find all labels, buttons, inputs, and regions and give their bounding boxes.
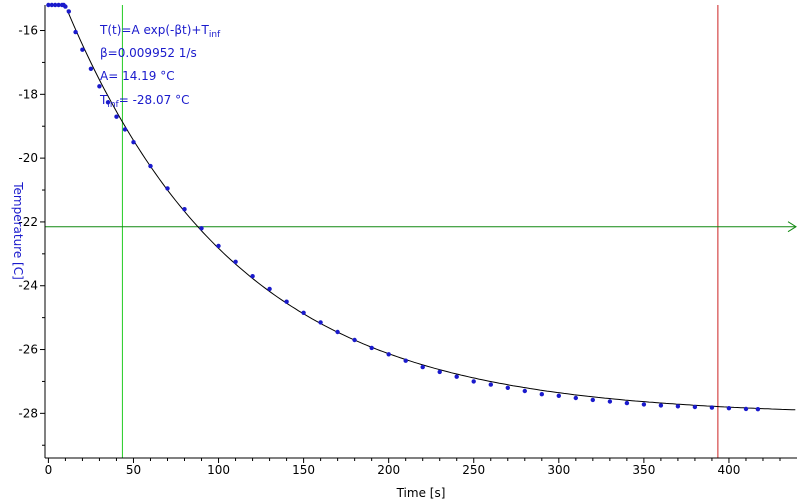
y-tick-label--20: -20 xyxy=(18,151,38,165)
y-ticks: -16 -18 -20 -22 -24 -26 -28 xyxy=(18,24,45,446)
plot-area xyxy=(45,5,797,458)
x-tick-label-150: 150 xyxy=(292,463,315,477)
data-point-42 xyxy=(590,397,595,403)
fit-tinf: Tinf= -28.07 °C xyxy=(99,93,189,110)
data-point-39 xyxy=(539,392,544,397)
y-tick-label--24: -24 xyxy=(18,279,38,293)
fit-equation-sub: inf xyxy=(209,30,221,40)
y-tick-label--26: -26 xyxy=(18,343,38,357)
x-tick-label-200: 200 xyxy=(377,463,400,477)
fit-amplitude: A= 14.19 °C xyxy=(100,69,175,83)
data-point-14 xyxy=(122,127,128,132)
fit-equation: T(t)=A exp(-βt)+Tinf xyxy=(99,23,221,40)
x-ticks: 0 50 100 150 200 250 300 350 400 xyxy=(45,458,781,477)
data-point-11 xyxy=(97,84,102,89)
data-point-50 xyxy=(726,406,732,411)
data-point-7 xyxy=(66,9,72,14)
data-point-19 xyxy=(199,226,204,231)
fit-beta: β=0.009952 1/s xyxy=(100,46,197,60)
cursor-layer xyxy=(45,5,797,458)
data-point-16 xyxy=(148,163,153,169)
fit-equation-main: T(t)=A exp(-βt)+T xyxy=(99,23,209,37)
data-point-34 xyxy=(454,374,459,379)
data-point-27 xyxy=(335,329,340,335)
data-point-47 xyxy=(675,404,681,409)
data-point-49 xyxy=(709,405,715,410)
x-tick-label-400: 400 xyxy=(717,463,740,477)
x-tick-label-50: 50 xyxy=(126,463,141,477)
data-point-31 xyxy=(403,358,408,363)
data-point-35 xyxy=(471,379,476,384)
x-tick-label-350: 350 xyxy=(632,463,655,477)
axes xyxy=(44,5,797,459)
y-tick-label--18: -18 xyxy=(18,87,38,101)
data-point-26 xyxy=(318,320,323,325)
data-point-10 xyxy=(88,66,94,72)
data-point-36 xyxy=(488,382,493,387)
y-tick-label--16: -16 xyxy=(18,24,38,38)
x-axis-title: Time [s] xyxy=(396,486,446,500)
data-point-18 xyxy=(182,207,187,212)
fit-tinf-value: = -28.07 °C xyxy=(119,93,190,107)
fit-tinf-main: T xyxy=(99,93,108,107)
data-point-22 xyxy=(250,274,255,279)
data-point-25 xyxy=(301,310,306,315)
data-point-15 xyxy=(131,140,136,145)
horizontal-cursor-arrow-icon xyxy=(787,221,797,233)
data-point-23 xyxy=(267,286,272,292)
fit-curve xyxy=(66,9,796,411)
data-point-6 xyxy=(63,4,68,9)
data-point-0 xyxy=(46,2,51,8)
data-point-37 xyxy=(505,385,510,390)
data-point-1 xyxy=(49,2,54,8)
data-point-17 xyxy=(165,186,170,191)
data-point-48 xyxy=(692,404,698,410)
data-point-12 xyxy=(105,100,111,105)
x-tick-label-300: 300 xyxy=(547,463,570,477)
data-point-13 xyxy=(114,114,119,119)
y-axis-title: Temperature [C] xyxy=(11,181,25,280)
data-point-20 xyxy=(216,243,221,249)
data-point-28 xyxy=(352,337,357,343)
fit-annotation: T(t)=A exp(-βt)+Tinf β=0.009952 1/s A= 1… xyxy=(99,23,221,110)
data-point-46 xyxy=(658,403,664,408)
data-point-41 xyxy=(573,395,578,401)
data-point-32 xyxy=(420,364,425,370)
y-tick-label--28: -28 xyxy=(18,406,38,420)
data-point-30 xyxy=(386,352,391,357)
y-tick-label--22: -22 xyxy=(18,215,38,229)
data-point-21 xyxy=(233,259,238,264)
data-points xyxy=(46,2,761,412)
data-point-8 xyxy=(73,29,78,35)
data-point-43 xyxy=(607,399,613,404)
x-tick-label-100: 100 xyxy=(207,463,230,477)
x-tick-label-0: 0 xyxy=(45,463,53,477)
fit-layer xyxy=(66,9,796,411)
data-point-52 xyxy=(755,407,761,412)
data-point-33 xyxy=(437,369,442,375)
data-point-45 xyxy=(641,402,647,407)
data-point-2 xyxy=(53,2,58,8)
data-point-24 xyxy=(284,299,289,304)
data-point-51 xyxy=(743,406,749,412)
data-point-9 xyxy=(80,47,85,52)
data-point-40 xyxy=(556,393,561,398)
x-tick-label-250: 250 xyxy=(462,463,485,477)
data-point-44 xyxy=(624,400,630,406)
fit-tinf-sub: inf xyxy=(107,100,119,110)
data-point-29 xyxy=(369,345,374,351)
data-point-3 xyxy=(56,2,61,8)
data-point-38 xyxy=(522,388,527,394)
